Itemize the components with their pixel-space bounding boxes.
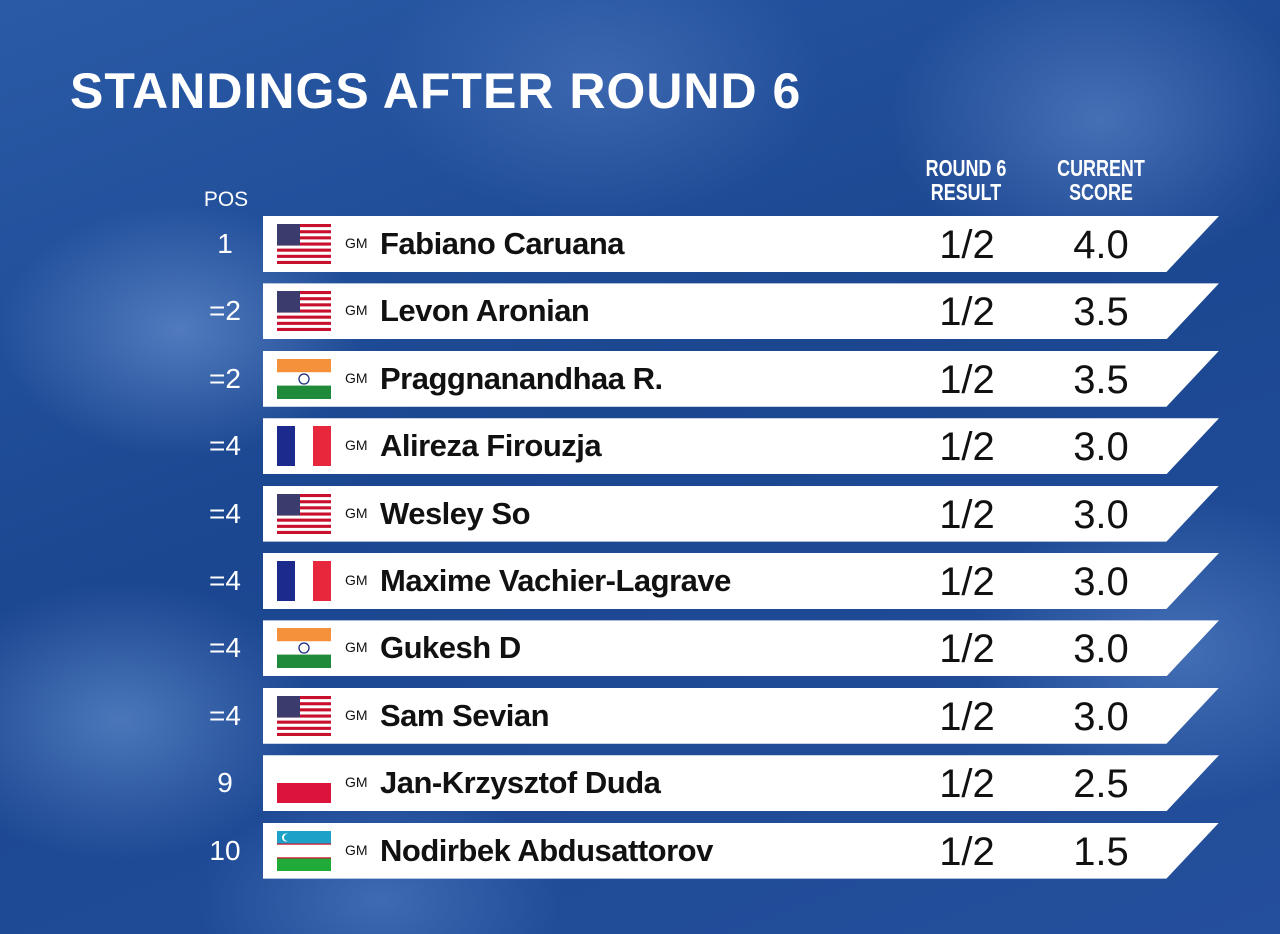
player-title: GM (345, 639, 368, 656)
row: GM Sam Sevian 1/2 3.0 (263, 687, 1219, 744)
player-name: Praggnanandhaa R. (380, 360, 663, 396)
row: GM Gukesh D 1/2 3.0 (263, 620, 1219, 677)
flag (277, 628, 331, 668)
round-result: 1/2 (939, 492, 995, 537)
position: 9 (217, 767, 233, 799)
round-result: 1/2 (939, 762, 995, 807)
round-result: 1/2 (939, 627, 995, 672)
current-score: 2.5 (1073, 762, 1129, 807)
row: GM Nodirbek Abdusattorov 1/2 1.5 (263, 822, 1219, 879)
position: =4 (209, 565, 241, 596)
current-score: 3.0 (1073, 560, 1129, 604)
row: GM Wesley So 1/2 3.0 (263, 485, 1219, 542)
player-name: Gukesh D (380, 630, 521, 666)
position: =4 (209, 699, 241, 731)
current-score: 3.0 (1073, 694, 1129, 739)
current-score: 3.0 (1073, 627, 1129, 672)
current-score: 3.0 (1073, 492, 1129, 537)
header-line: RESULT (930, 179, 1002, 205)
player-title: GM (345, 437, 368, 454)
round-result: 1/2 (939, 425, 995, 470)
player-title: GM (345, 369, 368, 386)
current-score: 3.5 (1073, 290, 1129, 335)
title: STANDINGS AFTER ROUND 6 (70, 63, 802, 119)
position: =2 (209, 295, 241, 327)
player-title: GM (345, 706, 368, 723)
round-result: 1/2 (939, 290, 995, 335)
player-title: GM (345, 504, 368, 521)
score-header: CURRENT SCORE (1054, 156, 1148, 204)
header-line: ROUND 6 (925, 155, 1007, 181)
row: GM Jan-Krzysztof Duda 1/2 2.5 (263, 755, 1219, 812)
current-score: 1.5 (1073, 829, 1129, 874)
round-result: 1/2 (939, 223, 995, 267)
player-title: GM (345, 774, 368, 791)
position: =2 (209, 362, 241, 394)
round-result: 1/2 (939, 694, 995, 739)
row: GM Maxime Vachier-Lagrave 1/2 3.0 (263, 553, 1219, 609)
flag (277, 426, 331, 466)
flag (277, 494, 331, 534)
pos-header: POS (203, 188, 249, 211)
player-title: GM (345, 302, 368, 319)
flag (277, 831, 331, 871)
row: GM Fabiano Caruana 1/2 4.0 (263, 216, 1219, 272)
flag (277, 696, 331, 736)
header-line: SCORE (1069, 179, 1133, 205)
current-score: 4.0 (1073, 223, 1129, 267)
player-name: Maxime Vachier-Lagrave (380, 563, 731, 598)
player-name: Sam Sevian (380, 697, 550, 733)
row: GM Alireza Firouzja 1/2 3.0 (263, 418, 1219, 475)
position: =4 (209, 632, 241, 664)
result-header: ROUND 6 RESULT (919, 156, 1013, 204)
player-name: Nodirbek Abdusattorov (380, 832, 713, 868)
flag (277, 224, 331, 264)
round-result: 1/2 (939, 560, 995, 604)
player-title: GM (345, 235, 368, 251)
flag (277, 561, 331, 601)
current-score: 3.5 (1073, 357, 1129, 402)
header-line: CURRENT (1057, 155, 1145, 181)
row: GM Levon Aronian 1/2 3.5 (263, 283, 1219, 340)
flag (277, 763, 331, 803)
position: 10 (209, 834, 241, 866)
player-name: Levon Aronian (380, 293, 590, 329)
round-result: 1/2 (939, 829, 995, 874)
player-name: Alireza Firouzja (380, 428, 602, 464)
flag (277, 359, 331, 399)
position: =4 (209, 497, 241, 529)
row: GM Praggnanandhaa R. 1/2 3.5 (263, 350, 1219, 407)
round-result: 1/2 (939, 357, 995, 402)
player-title: GM (345, 572, 368, 588)
position: =4 (209, 430, 241, 462)
player-name: Fabiano Caruana (380, 226, 625, 261)
current-score: 3.0 (1073, 425, 1129, 470)
player-name: Jan-Krzysztof Duda (380, 765, 661, 801)
player-name: Wesley So (380, 495, 531, 531)
position: 1 (217, 228, 233, 259)
flag (277, 291, 331, 331)
player-title: GM (345, 841, 368, 858)
